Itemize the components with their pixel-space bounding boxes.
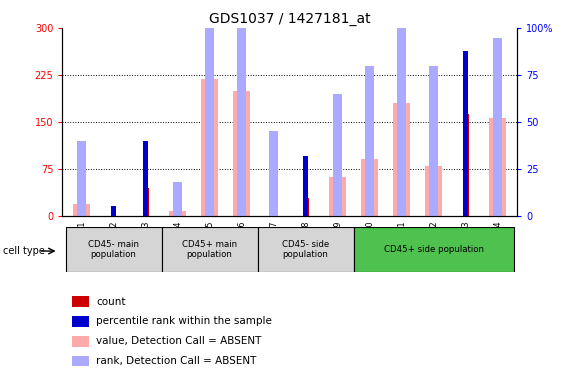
Bar — [73, 204, 90, 216]
Bar — [72, 316, 89, 327]
Text: CD45+ main
population: CD45+ main population — [182, 240, 237, 259]
Bar — [333, 94, 343, 216]
Bar — [111, 206, 116, 216]
Bar — [493, 38, 503, 216]
Bar — [489, 117, 507, 216]
Bar — [354, 227, 513, 272]
Bar — [144, 141, 148, 216]
Text: percentile rank within the sample: percentile rank within the sample — [96, 316, 272, 326]
Text: CD45- side
population: CD45- side population — [282, 240, 329, 259]
Bar — [329, 177, 346, 216]
Bar — [425, 166, 442, 216]
Text: count: count — [96, 297, 126, 306]
Bar — [162, 227, 258, 272]
Text: value, Detection Call = ABSENT: value, Detection Call = ABSENT — [96, 336, 262, 346]
Bar — [393, 103, 411, 216]
Bar — [72, 336, 89, 346]
Text: CD45+ side population: CD45+ side population — [383, 245, 484, 254]
Text: CD45- main
population: CD45- main population — [88, 240, 139, 259]
Bar — [303, 198, 308, 216]
Bar — [397, 0, 407, 216]
Text: rank, Detection Call = ABSENT: rank, Detection Call = ABSENT — [96, 356, 257, 366]
Bar — [429, 66, 438, 216]
Bar — [365, 66, 374, 216]
Bar — [77, 141, 86, 216]
Bar — [205, 0, 215, 216]
Bar — [303, 156, 308, 216]
Bar — [72, 296, 89, 307]
Bar — [201, 80, 219, 216]
Bar — [361, 159, 378, 216]
Bar — [72, 356, 89, 366]
Bar — [237, 0, 247, 216]
Bar — [463, 51, 468, 216]
Bar — [169, 211, 186, 216]
Bar — [143, 188, 149, 216]
Text: cell type: cell type — [3, 246, 45, 256]
Bar — [463, 114, 469, 216]
Bar — [269, 131, 278, 216]
Bar — [233, 91, 250, 216]
Bar — [66, 227, 162, 272]
Bar — [173, 182, 182, 216]
Title: GDS1037 / 1427181_at: GDS1037 / 1427181_at — [209, 12, 370, 26]
Bar — [258, 227, 354, 272]
